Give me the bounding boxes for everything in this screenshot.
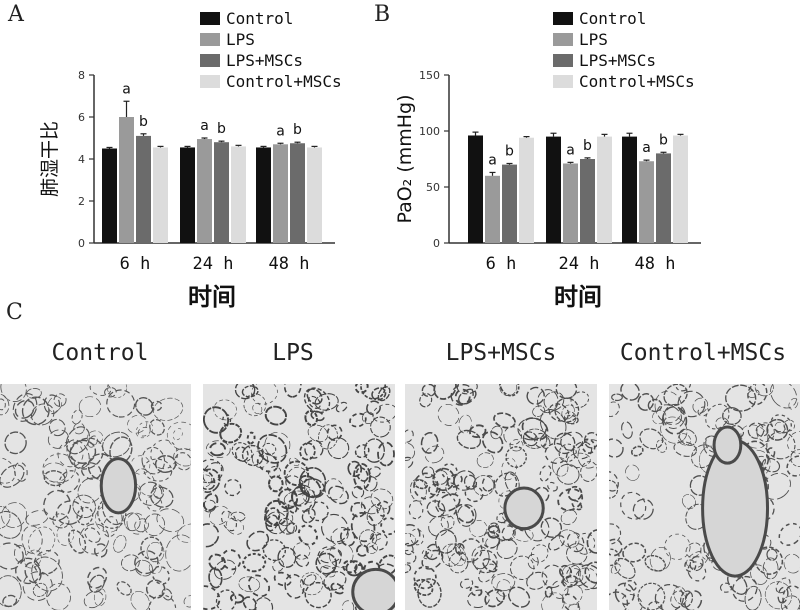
- panel-a-legend-swatch-control-mscs: [200, 75, 220, 88]
- panel-b-legend-swatch-lps: [553, 33, 573, 46]
- panel-b-bar-control-48-h: [622, 136, 637, 243]
- panel-b-bar-lps-6-h: [485, 175, 500, 243]
- panel-b-bar-lps-mscs-48-h: [656, 153, 671, 243]
- panel-a-bar-control-6-h: [102, 148, 117, 243]
- panel-a-legend-label-lps: LPS: [226, 30, 255, 49]
- panel-b-x-axis-title: 时间: [554, 283, 602, 311]
- panel-b-annotation: b: [505, 143, 514, 159]
- panel-b-x-tick-label: 6 h: [486, 254, 517, 274]
- panel-a-legend-swatch-lps-mscs: [200, 54, 220, 67]
- panel-b-bar-control-mscs-48-h: [673, 135, 688, 243]
- panel-a-y-tick-label: 2: [78, 195, 85, 208]
- panel-b-legend-label-lps: LPS: [579, 30, 608, 49]
- panel-a-bar-lps-mscs-48-h: [290, 143, 305, 243]
- panel-a-bar-lps-24-h: [197, 139, 212, 243]
- panel-a-bar-control-48-h: [256, 147, 271, 243]
- panel-b-annotation: a: [642, 140, 651, 156]
- panel-b-bar-control-24-h: [546, 136, 561, 243]
- panel-a-bar-lps-mscs-6-h: [136, 135, 151, 243]
- panel-a-bar-control-mscs-24-h: [231, 146, 246, 243]
- panel-b-legend-swatch-lps-mscs: [553, 54, 573, 67]
- panel-b-y-axis-title: PaO₂ (mmHg): [394, 94, 416, 223]
- panel-a-annotation: a: [200, 118, 209, 134]
- photo-title-control: Control: [51, 340, 149, 366]
- panel-b-bar-control-6-h: [468, 135, 483, 243]
- panel-a-y-tick-label: 6: [78, 111, 85, 124]
- panel-b-y-tick-label: 100: [419, 125, 440, 138]
- histology-image-control: [0, 384, 191, 610]
- panel-label-a: A: [8, 2, 24, 27]
- panel-a-bar-control-mscs-6-h: [153, 147, 168, 243]
- panel-b-y-tick-label: 50: [426, 181, 440, 194]
- panel-a-annotation: b: [217, 121, 226, 137]
- panel-a-y-tick-label: 8: [78, 69, 85, 82]
- panel-b-bar-lps-24-h: [563, 163, 578, 243]
- photo-title-control-mscs: Control+MSCs: [619, 340, 787, 366]
- panel-b-annotation: a: [488, 152, 497, 168]
- histology-image-lps: [203, 384, 395, 610]
- panel-a-annotation: a: [276, 123, 285, 139]
- panel-a-x-tick-label: 48 h: [269, 254, 310, 274]
- panel-a-annotation: b: [293, 122, 302, 138]
- photo-title-lps: LPS: [272, 340, 314, 366]
- panel-a-legend-label-control-mscs: Control+MSCs: [226, 72, 342, 91]
- panel-a-bar-lps-6-h: [119, 117, 134, 243]
- histology-image-control-mscs: [609, 384, 800, 610]
- panel-b-annotation: b: [659, 132, 668, 148]
- photo-title-lps-mscs: LPS+MSCs: [445, 340, 557, 366]
- panel-b-x-tick-label: 48 h: [635, 254, 676, 274]
- panel-b-annotation: b: [583, 138, 592, 154]
- panel-a-legend-label-control: Control: [226, 9, 293, 28]
- tissue-texture: [405, 384, 597, 610]
- panel-a-bar-lps-48-h: [273, 144, 288, 243]
- panel-b-legend-label-control: Control: [579, 9, 646, 28]
- panel-a-legend-swatch-control: [200, 12, 220, 25]
- panel-a-y-tick-label: 0: [78, 237, 85, 250]
- panel-a-annotation: b: [139, 114, 148, 130]
- panel-b-bar-lps-mscs-6-h: [502, 164, 517, 243]
- panel-b-bar-control-mscs-24-h: [597, 136, 612, 243]
- panel-a-annotation: a: [122, 81, 131, 97]
- panel-a-legend-label-lps-mscs: LPS+MSCs: [226, 51, 303, 70]
- tissue-texture: [609, 384, 800, 610]
- panel-b-bar-lps-mscs-24-h: [580, 159, 595, 243]
- panel-label-b: B: [374, 2, 391, 27]
- panel-a-bar-lps-mscs-24-h: [214, 142, 229, 243]
- panel-a-x-tick-label: 24 h: [193, 254, 234, 274]
- panel-a-legend-swatch-lps: [200, 33, 220, 46]
- panel-b-y-tick-label: 0: [433, 237, 440, 250]
- tissue-texture: [203, 384, 395, 610]
- panel-b-x-tick-label: 24 h: [559, 254, 600, 274]
- panel-b-legend-label-lps-mscs: LPS+MSCs: [579, 51, 656, 70]
- panel-b-y-tick-label: 150: [419, 69, 440, 82]
- panel-b-annotation: a: [566, 142, 575, 158]
- panel-a-bar-control-mscs-48-h: [307, 147, 322, 243]
- histology-image-lps-mscs: [405, 384, 597, 610]
- panel-b-legend-swatch-control: [553, 12, 573, 25]
- panel-a-x-axis-title: 时间: [188, 283, 236, 311]
- panel-b-legend-swatch-control-mscs: [553, 75, 573, 88]
- panel-a-y-tick-label: 4: [78, 153, 85, 166]
- tissue-texture: [0, 384, 191, 610]
- panel-b-bar-lps-48-h: [639, 161, 654, 243]
- panel-a-bar-control-24-h: [180, 147, 195, 243]
- panel-b-bar-control-mscs-6-h: [519, 137, 534, 243]
- panel-a-x-tick-label: 6 h: [120, 254, 151, 274]
- panel-label-c: C: [6, 300, 23, 325]
- panel-a-y-axis-title: 肺湿干比: [39, 121, 61, 197]
- panel-b-legend-label-control-mscs: Control+MSCs: [579, 72, 695, 91]
